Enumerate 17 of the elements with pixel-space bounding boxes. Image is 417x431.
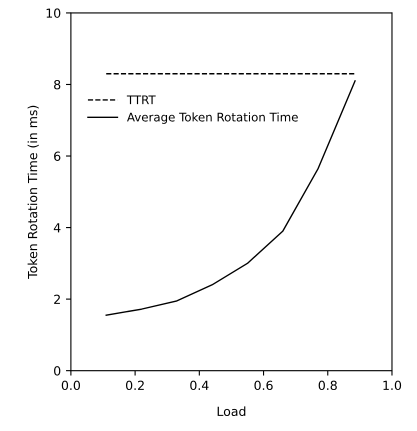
x-axis-title: Load <box>218 406 246 416</box>
x-tick-label: 0.4 <box>190 380 209 390</box>
legend-label: Average Token Rotation Time <box>126 112 298 124</box>
y-tick-label: 6 <box>54 151 60 161</box>
line-series <box>106 80 356 316</box>
x-tick-label: 0.0 <box>62 380 80 390</box>
x-tick-label: 0.6 <box>254 380 273 390</box>
y-tick-label: 4 <box>54 223 60 232</box>
y-tick-label: 2 <box>54 294 60 304</box>
x-tick-label: 0.8 <box>318 380 337 390</box>
x-tick-label: 0.2 <box>126 380 144 390</box>
legend-label: TTRT <box>126 95 156 104</box>
y-tick-label: 8 <box>54 80 60 90</box>
y-axis-title: Token Rotation Time (in ms) <box>28 106 39 279</box>
y-tick-label: 0 <box>54 366 60 376</box>
y-tick-label: 10 <box>46 8 60 18</box>
x-tick-label: 1.0 <box>383 380 402 390</box>
